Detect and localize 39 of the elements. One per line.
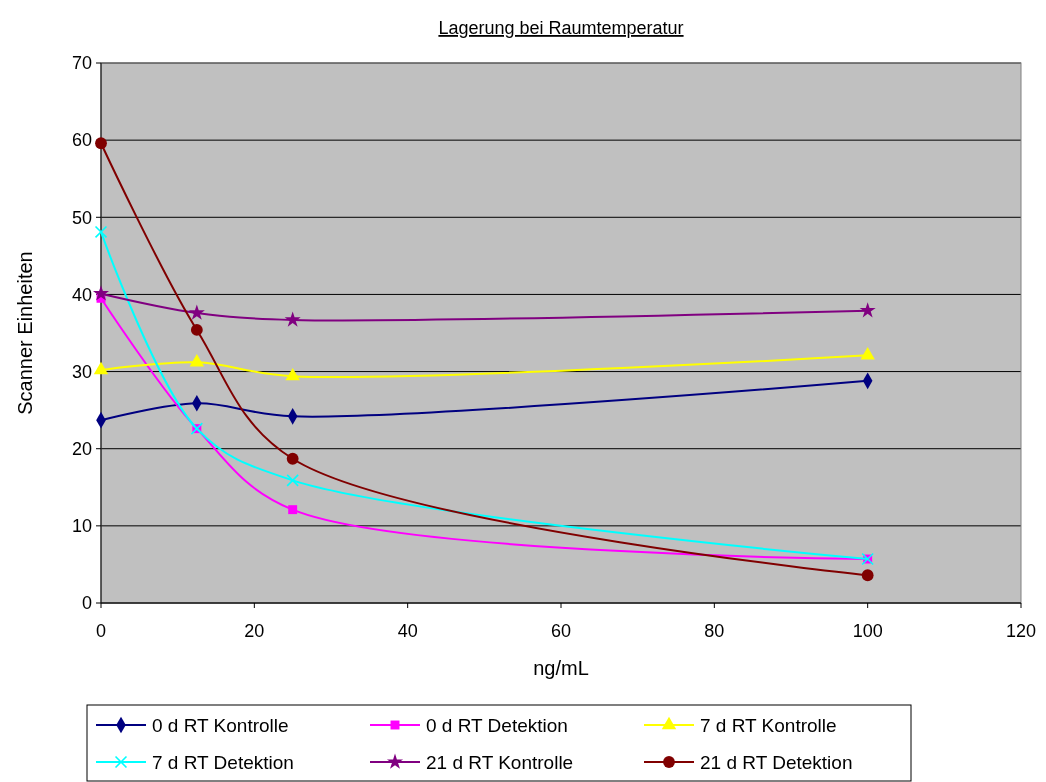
point (95, 137, 107, 150)
point (92, 285, 110, 301)
point (286, 474, 299, 487)
y-axis-title: Scanner Einheiten (14, 251, 36, 415)
x-tick-label: 60 (550, 621, 572, 641)
point (860, 347, 875, 360)
x-tick-label: 0 (95, 621, 107, 641)
point (189, 353, 205, 367)
y-tick-label: 50 (71, 207, 92, 228)
x-axis-title: ng/mL (533, 657, 589, 679)
point (188, 304, 205, 320)
point (286, 452, 299, 465)
legend-label: 7 d RT Detektion (152, 751, 294, 773)
x-tick-label: 40 (397, 621, 418, 641)
legend-label: 7 d RT Kontrolle (700, 714, 837, 736)
legend-label: 21 d RT Detektion (700, 751, 853, 773)
legend-label: 21 d RT Kontrolle (426, 751, 574, 773)
point (284, 311, 301, 327)
point (94, 225, 108, 239)
point (190, 324, 203, 336)
y-tick-label: 20 (71, 439, 92, 460)
y-tick-label: 0 (81, 593, 92, 614)
y-tick-label: 70 (71, 53, 92, 74)
y-tick-label: 60 (71, 130, 92, 151)
y-tick-label: 30 (71, 361, 92, 382)
point (859, 302, 876, 318)
point (285, 367, 300, 381)
point (288, 505, 298, 515)
point (93, 361, 109, 375)
x-tick-label: 20 (244, 621, 265, 641)
y-tick-label: 10 (71, 516, 92, 537)
point (861, 569, 874, 582)
x-tick-label: 120 (1005, 621, 1037, 641)
legend-label: 0 d RT Detektion (426, 714, 568, 736)
x-tick-label: 80 (704, 621, 725, 641)
legend-label: 0 d RT Kontrolle (152, 714, 289, 736)
chart-title: Lagerung bei Raumtemperatur (438, 18, 684, 38)
y-tick-label: 40 (71, 284, 92, 305)
x-tick-label: 100 (852, 621, 883, 641)
